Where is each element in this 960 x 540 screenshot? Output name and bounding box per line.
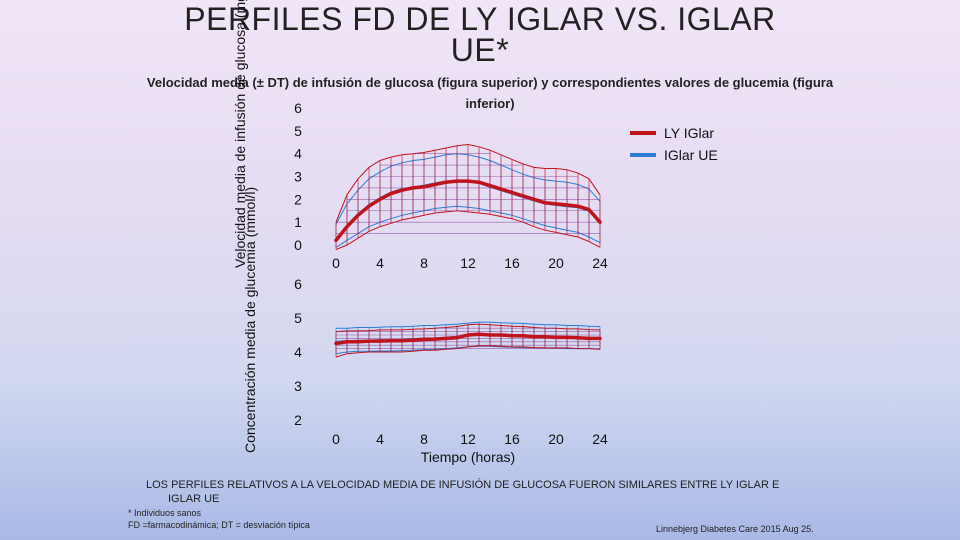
bottom-x-tick-label: 16 [504, 431, 520, 447]
bottom-y-tick-label: 5 [294, 310, 302, 326]
top-y-tick-label: 1 [294, 214, 302, 230]
top-x-tick-label: 4 [376, 255, 384, 271]
legend-item-ue: IGlar UE [630, 144, 718, 166]
bottom-y-tick-label: 3 [294, 378, 302, 394]
top-x-tick-label: 16 [504, 255, 520, 271]
reference-citation: Linnebjerg Diabetes Care 2015 Aug 25. [656, 524, 814, 534]
top-y-tick-label: 3 [294, 169, 302, 185]
top-y-tick-label: 0 [294, 237, 302, 253]
legend-label-ly: LY IGlar [664, 125, 715, 141]
top-y-tick-label: 6 [294, 100, 302, 116]
top-x-tick-label: 20 [548, 255, 564, 271]
top-ly-mean-line [334, 179, 602, 243]
legend-swatch-ly [630, 131, 656, 135]
top-y-tick-label: 4 [294, 146, 302, 162]
conclusion-line-2: IGLAR UE [168, 493, 220, 505]
footnote-asterisk: * Individuos sanos [128, 508, 202, 518]
top-y-tick-label: 5 [294, 123, 302, 139]
chart-subtitle: Velocidad media (± DT) de infusión de gl… [146, 75, 834, 111]
bottom-ly-mean-line [334, 332, 602, 346]
top-x-tick-label: 0 [332, 255, 340, 271]
legend-label-ue: IGlar UE [664, 147, 718, 163]
bottom-y-tick-label: 6 [294, 276, 302, 292]
bottom-y-tick-label: 2 [294, 412, 302, 428]
bottom-y-tick-label: 4 [294, 344, 302, 360]
legend-item-ly: LY IGlar [630, 122, 718, 144]
footnote-abbreviations: FD =farmacodinámica; DT = desviación típ… [128, 520, 310, 530]
conclusion-line-1: LOS PERFILES RELATIVOS A LA VELOCIDAD ME… [146, 479, 780, 491]
top-x-tick-label: 24 [592, 255, 608, 271]
bottom-ly-sd-lower [335, 345, 601, 358]
bottom-x-tick-label: 20 [548, 431, 564, 447]
legend-swatch-ue [630, 153, 656, 157]
bottom-x-tick-label: 0 [332, 431, 340, 447]
top-x-tick-label: 8 [420, 255, 428, 271]
chart-legend: LY IGlar IGlar UE [630, 122, 718, 166]
bottom-x-tick-label: 4 [376, 431, 384, 447]
slide-title: PERFILES FD DE LY IGLAR VS. IGLAR UE* [184, 1, 776, 68]
bottom-x-tick-label: 24 [592, 431, 608, 447]
top-ly-sd-upper [335, 143, 601, 223]
conclusion-note: LOS PERFILES RELATIVOS A LA VELOCIDAD ME… [146, 478, 806, 506]
top-ly-sd-lower [335, 210, 601, 251]
bottom-x-axis-label: Tiempo (horas) [421, 449, 515, 465]
top-x-tick-label: 12 [460, 255, 476, 271]
bottom-x-tick-label: 12 [460, 431, 476, 447]
top-y-tick-label: 2 [294, 191, 302, 207]
bottom-x-tick-label: 8 [420, 431, 428, 447]
